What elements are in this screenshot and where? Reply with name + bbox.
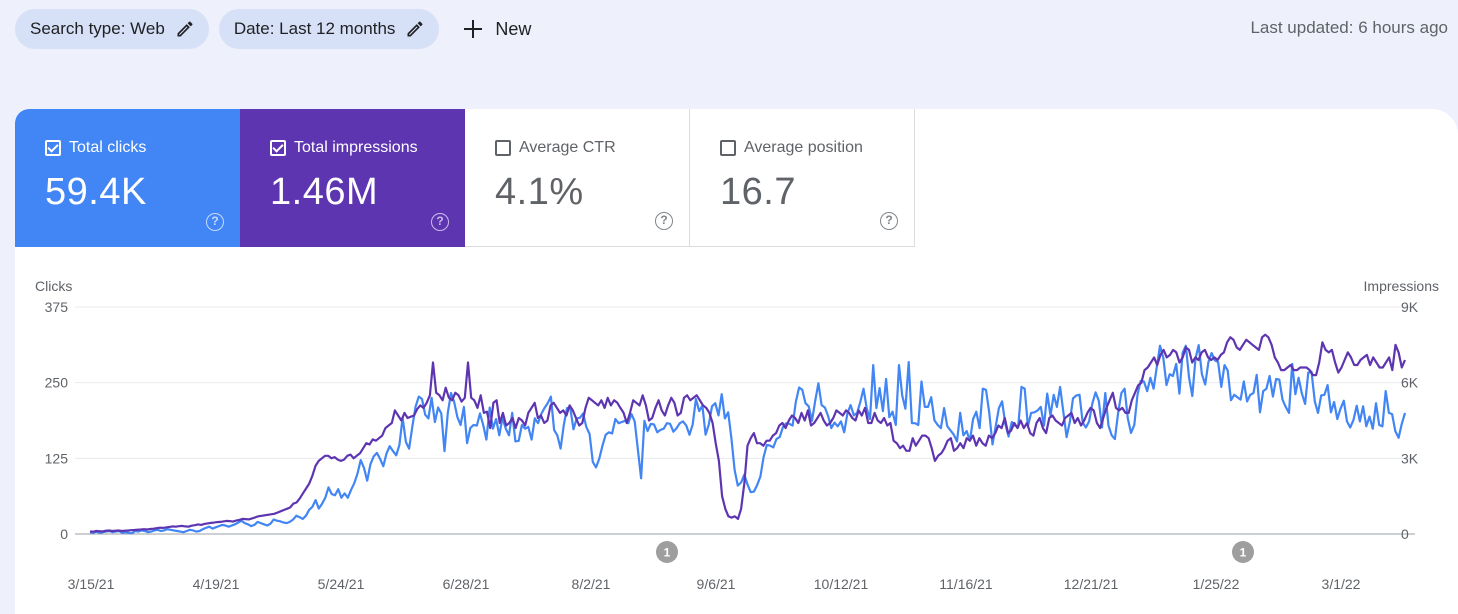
date-range-chip[interactable]: Date: Last 12 months — [218, 9, 440, 49]
help-icon[interactable]: ? — [206, 213, 224, 231]
right-axis-label: Impressions — [1364, 278, 1439, 294]
annotation-label: 1 — [664, 546, 671, 560]
metric-label: Average CTR — [519, 139, 616, 156]
checkbox-icon[interactable] — [495, 140, 511, 156]
checkbox-icon[interactable] — [45, 140, 61, 156]
x-tick-label: 1/25/22 — [1193, 576, 1240, 592]
metric-value: 1.46M — [270, 171, 379, 213]
left-tick-label: 375 — [45, 299, 69, 315]
search-type-label: Search type: Web — [30, 19, 165, 38]
x-tick-label: 3/1/22 — [1322, 576, 1361, 592]
annotation-marker — [656, 541, 678, 563]
x-tick-label: 9/6/21 — [697, 576, 736, 592]
checkbox-icon[interactable] — [720, 140, 736, 156]
edit-icon — [177, 21, 193, 37]
x-tick-label: 11/16/21 — [939, 576, 993, 592]
help-icon[interactable]: ? — [431, 213, 449, 231]
metric-average-position[interactable]: Average position 16.7 ? — [690, 109, 915, 247]
metric-value: 59.4K — [45, 171, 147, 213]
x-tick-label: 4/19/21 — [193, 576, 240, 592]
metric-label: Average position — [744, 139, 863, 156]
last-updated-text: Last updated: 6 hours ago — [1250, 18, 1448, 37]
right-tick-label: 0 — [1401, 526, 1409, 542]
right-tick-label: 9K — [1401, 299, 1419, 315]
new-filter-label: New — [495, 18, 532, 39]
metric-tabs: Total clicks 59.4K ? Total impressions 1… — [15, 109, 915, 247]
left-tick-label: 250 — [45, 375, 69, 391]
left-axis-label: Clicks — [35, 278, 72, 294]
metric-value: 4.1% — [495, 171, 584, 213]
annotation-marker — [1232, 541, 1254, 563]
help-icon[interactable]: ? — [655, 212, 673, 230]
x-tick-label: 12/21/21 — [1064, 576, 1119, 592]
metric-label: Total clicks — [69, 139, 147, 156]
x-tick-label: 3/15/21 — [68, 576, 115, 592]
metric-average-ctr[interactable]: Average CTR 4.1% ? — [465, 109, 690, 247]
metric-total-impressions[interactable]: Total impressions 1.46M ? — [240, 109, 465, 247]
help-icon[interactable]: ? — [880, 212, 898, 230]
performance-chart: 375 9K 250 6K 125 3K 0 0 Clicks Impressions 3/15/2… — [35, 278, 1439, 592]
series-line-impressions — [89, 333, 1407, 533]
x-tick-label: 6/28/21 — [443, 576, 490, 592]
metric-value: 16.7 — [720, 171, 796, 213]
new-filter-button[interactable]: New — [463, 19, 531, 40]
annotation-label: 1 — [1240, 546, 1247, 560]
performance-card: Total clicks 59.4K ? Total impressions 1… — [15, 109, 1458, 614]
date-range-label: Date: Last 12 months — [233, 19, 396, 38]
right-tick-label: 3K — [1401, 450, 1419, 466]
metric-label: Total impressions — [294, 139, 418, 156]
edit-icon — [407, 21, 423, 37]
x-tick-label: 5/24/21 — [318, 576, 365, 592]
checkbox-icon[interactable] — [270, 140, 286, 156]
filter-bar: Search type: Web Date: Last 12 months Ne… — [15, 9, 531, 49]
search-type-chip[interactable]: Search type: Web — [15, 9, 209, 49]
series-line-clicks — [89, 344, 1407, 535]
x-tick-label: 10/12/21 — [814, 576, 869, 592]
x-tick-label: 8/2/21 — [572, 576, 611, 592]
plus-icon — [463, 19, 483, 39]
left-tick-label: 125 — [45, 450, 69, 466]
left-tick-label: 0 — [60, 526, 68, 542]
metric-total-clicks[interactable]: Total clicks 59.4K ? — [15, 109, 240, 247]
right-tick-label: 6K — [1401, 375, 1419, 391]
